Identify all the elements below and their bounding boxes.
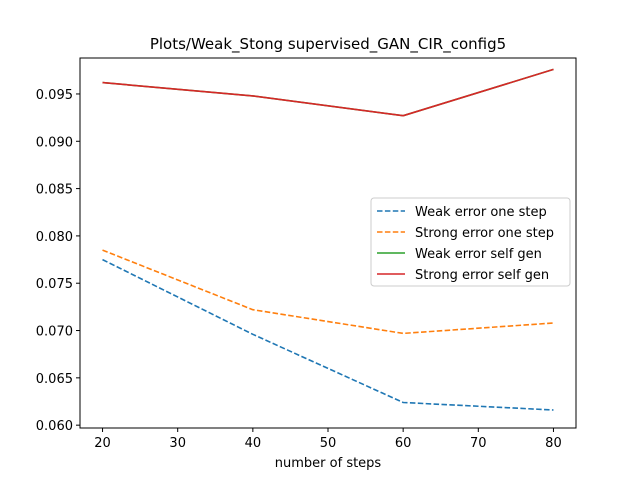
x-axis: 20 30 40 50 60 70 80: [94, 428, 562, 451]
legend-box: [370, 197, 571, 287]
y-tick-label: 0.070: [36, 325, 73, 340]
x-tick-label: 30: [169, 436, 186, 451]
legend: Weak error one step Strong error one step…: [370, 197, 571, 287]
series-line-3: [102, 68, 554, 117]
legend-label: Weak error one step: [415, 205, 547, 220]
x-tick-label: 60: [395, 436, 412, 451]
y-tick-label: 0.090: [36, 135, 73, 150]
y-tick-label: 0.065: [36, 372, 73, 387]
y-axis: 0.060 0.065 0.070 0.075 0.080 0.085 0.090 0.095: [36, 88, 80, 434]
y-tick-label: 0.080: [36, 230, 73, 245]
legend-label: Weak error self gen: [415, 247, 542, 262]
legend-label: Strong error one step: [415, 226, 554, 241]
x-tick-label: 70: [470, 436, 487, 451]
legend-label: Strong error self gen: [415, 268, 549, 283]
x-tick-label: 50: [320, 436, 337, 451]
y-tick-label: 0.075: [36, 277, 73, 292]
y-tick-label: 0.085: [36, 183, 73, 198]
plot-lines: [102, 68, 554, 411]
series-line-0: [102, 258, 554, 411]
y-tick-label: 0.060: [36, 419, 73, 434]
x-tick-label: 40: [245, 436, 262, 451]
series-line-1: [102, 249, 554, 335]
series-line-2: [102, 68, 554, 117]
y-tick-label: 0.095: [36, 88, 73, 103]
x-axis-label: number of steps: [275, 456, 382, 471]
x-tick-label: 20: [94, 436, 111, 451]
chart-title: Plots/Weak_Stong supervised_GAN_CIR_conf…: [150, 35, 506, 54]
x-tick-label: 80: [545, 436, 562, 451]
